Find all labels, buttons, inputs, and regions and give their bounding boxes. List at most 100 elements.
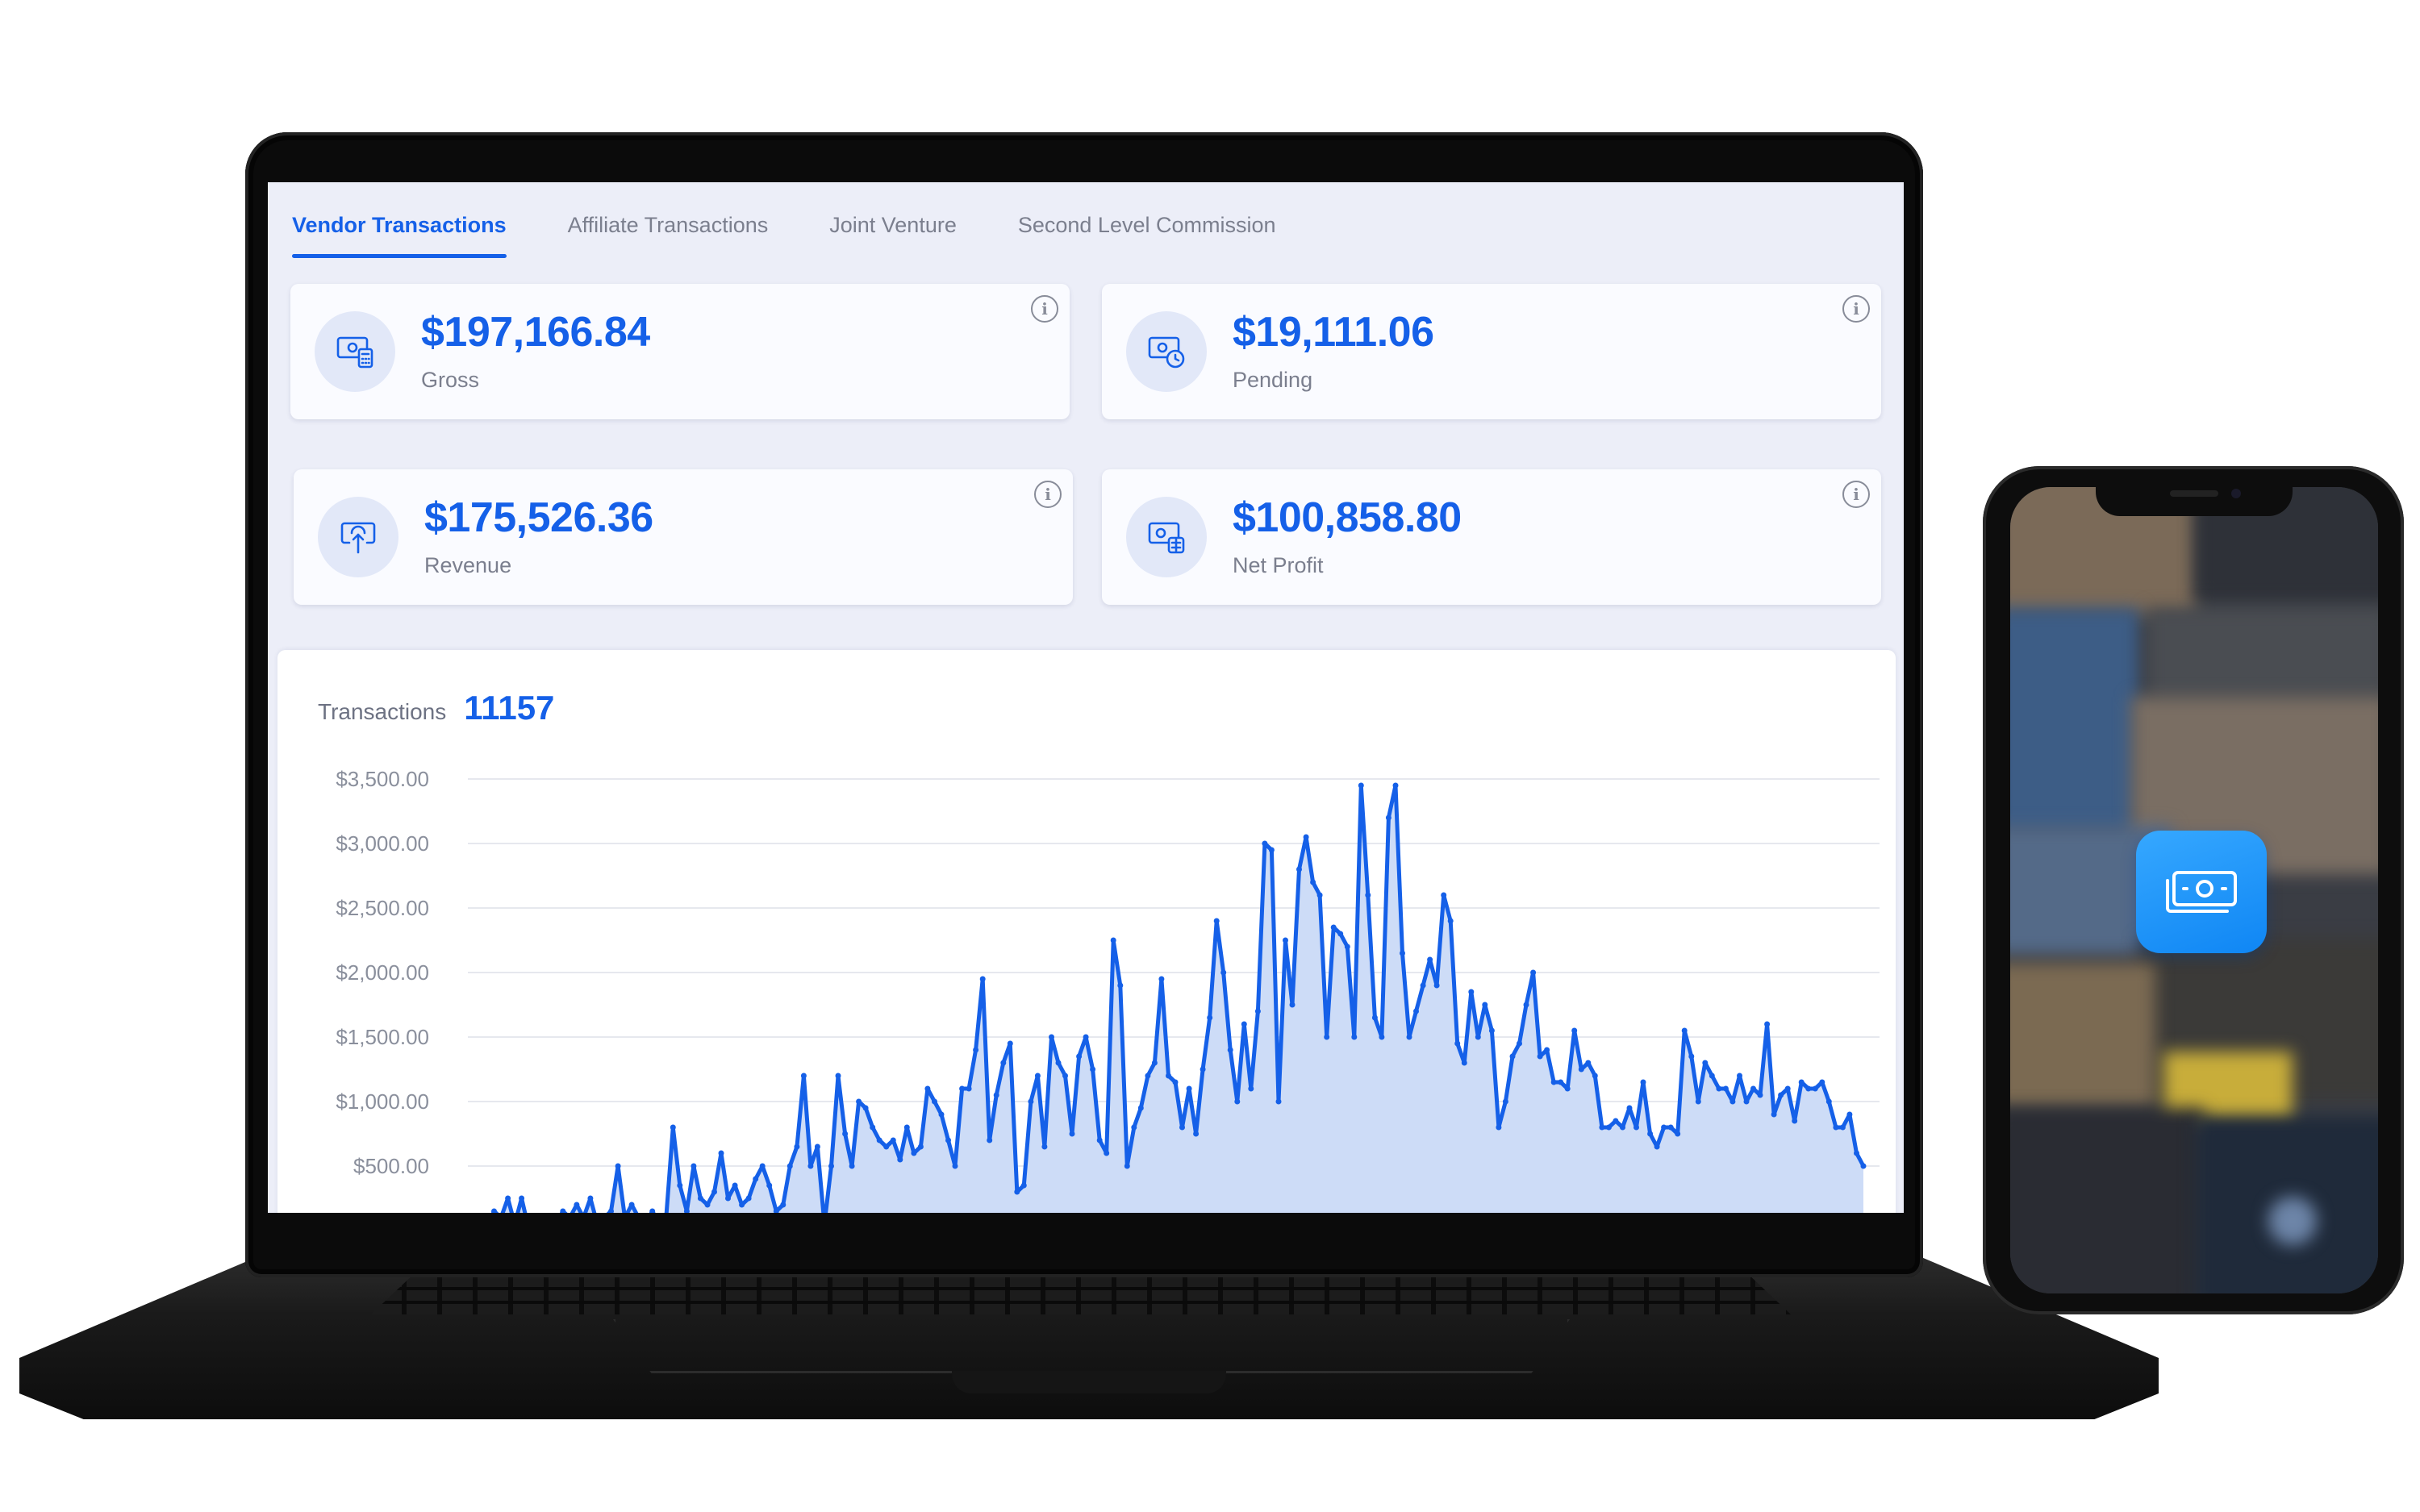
data-point[interactable] [1241,1021,1247,1027]
data-point[interactable] [1675,1131,1681,1137]
data-point[interactable] [1227,1047,1233,1053]
data-point[interactable] [745,1195,752,1202]
data-point[interactable] [1296,866,1302,873]
data-point[interactable] [1303,834,1309,840]
tab-joint-venture[interactable]: Joint Venture [829,213,957,237]
data-point[interactable] [1709,1073,1715,1079]
data-point[interactable] [1433,982,1440,989]
data-point[interactable] [1028,1098,1034,1105]
data-point[interactable] [1083,1034,1089,1040]
data-point[interactable] [1599,1124,1605,1131]
data-point[interactable] [1090,1066,1096,1073]
data-point[interactable] [1400,950,1405,956]
tab-affiliate-transactions[interactable]: Affiliate Transactions [567,213,769,237]
data-point[interactable] [1798,1079,1805,1085]
data-point[interactable] [786,1163,793,1169]
data-point[interactable] [697,1195,703,1202]
data-point[interactable] [780,1202,786,1208]
data-point[interactable] [835,1073,841,1079]
data-point[interactable] [1743,1098,1750,1105]
data-point[interactable] [1283,937,1288,943]
data-point[interactable] [1620,1124,1625,1131]
tab-vendor-transactions[interactable]: Vendor Transactions [292,206,507,258]
data-point[interactable] [1248,1085,1254,1092]
data-point[interactable] [1681,1027,1688,1034]
data-point[interactable] [849,1163,855,1169]
data-point[interactable] [890,1137,896,1143]
data-point[interactable] [677,1182,683,1189]
tab-second-level-commission[interactable]: Second Level Commission [1017,213,1276,237]
data-point[interactable] [1124,1163,1130,1169]
data-point[interactable] [1020,1182,1027,1189]
data-point[interactable] [691,1163,697,1169]
data-point[interactable] [759,1163,766,1169]
data-point[interactable] [966,1085,972,1092]
data-point[interactable] [1550,1079,1557,1085]
data-point[interactable] [1640,1079,1646,1085]
data-point[interactable] [911,1150,917,1156]
data-point[interactable] [1427,956,1433,963]
info-icon[interactable]: i [1034,481,1062,508]
data-point[interactable] [1172,1079,1179,1085]
data-point[interactable] [1316,892,1323,898]
data-point[interactable] [1220,969,1227,976]
data-point[interactable] [704,1202,711,1208]
data-point[interactable] [1661,1124,1667,1131]
data-point[interactable] [1558,1079,1564,1085]
data-point[interactable] [773,1208,779,1214]
data-point[interactable] [1117,982,1124,989]
data-point[interactable] [1647,1131,1654,1137]
data-point[interactable] [897,1156,903,1163]
data-point[interactable] [1207,1014,1213,1021]
data-point[interactable] [979,976,986,982]
data-point[interactable] [952,1163,958,1169]
data-point[interactable] [959,1085,966,1092]
data-point[interactable] [1578,1066,1584,1073]
data-point[interactable] [1131,1124,1137,1131]
info-icon[interactable]: i [1031,295,1058,323]
data-point[interactable] [1812,1085,1818,1092]
data-point[interactable] [505,1195,511,1202]
data-point[interactable] [1654,1143,1660,1150]
data-point[interactable] [1351,1034,1358,1040]
data-point[interactable] [1729,1098,1736,1105]
data-point[interactable] [1049,1034,1054,1040]
data-point[interactable] [1062,1073,1068,1079]
data-point[interactable] [1413,1008,1419,1014]
data-point[interactable] [856,1098,862,1105]
data-point[interactable] [1805,1085,1812,1092]
data-point[interactable] [1585,1060,1592,1066]
data-point[interactable] [1530,969,1537,976]
data-point[interactable] [753,1176,759,1182]
data-point[interactable] [628,1202,635,1208]
data-point[interactable] [1613,1118,1619,1124]
data-point[interactable] [670,1124,676,1131]
data-point[interactable] [1488,1027,1495,1034]
data-point[interactable] [1523,1002,1529,1008]
data-point[interactable] [1771,1111,1777,1118]
data-point[interactable] [1330,924,1337,931]
data-point[interactable] [491,1208,497,1214]
data-point[interactable] [615,1163,621,1169]
data-point[interactable] [1517,1040,1522,1047]
data-point[interactable] [1695,1098,1701,1105]
data-point[interactable] [945,1137,951,1143]
data-point[interactable] [1819,1079,1825,1085]
data-point[interactable] [1833,1124,1839,1131]
data-point[interactable] [1792,1118,1798,1124]
data-point[interactable] [1007,1040,1013,1047]
data-point[interactable] [519,1195,525,1202]
data-point[interactable] [1096,1137,1103,1143]
data-point[interactable] [1537,1053,1543,1060]
data-point[interactable] [1385,814,1392,821]
data-point[interactable] [842,1131,849,1137]
data-point[interactable] [1179,1124,1185,1131]
data-point[interactable] [1564,1085,1571,1092]
data-point[interactable] [718,1150,724,1156]
data-point[interactable] [1420,982,1426,989]
data-point[interactable] [1000,1060,1007,1066]
data-point[interactable] [1275,1098,1282,1105]
data-point[interactable] [1544,1047,1550,1053]
data-point[interactable] [1254,1008,1261,1014]
data-point[interactable] [1854,1150,1859,1156]
